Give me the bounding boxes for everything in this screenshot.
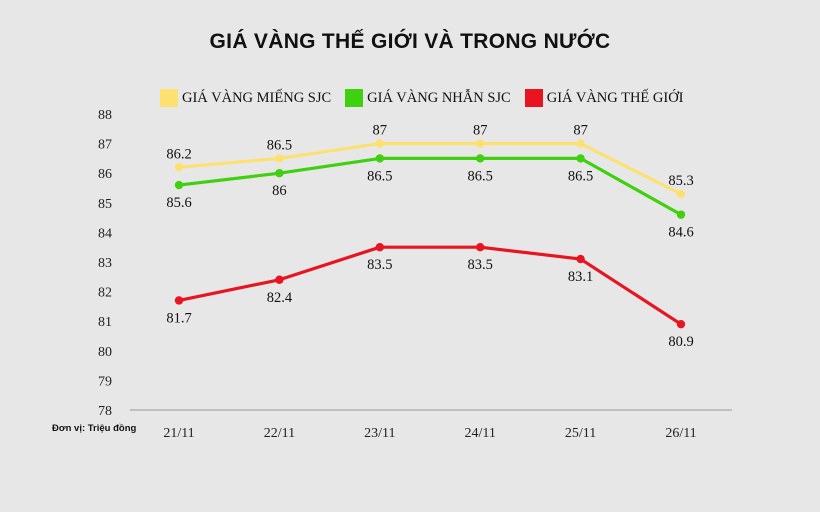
data-point [576,254,585,264]
data-point [174,296,184,305]
unit-note: Đơn vị: Triệu đồng [52,423,137,434]
data-label: 81.7 [166,310,191,326]
legend-label-nhan-sjc: GIÁ VÀNG NHẪN SJC [367,89,511,106]
x-tick-label: 25/11 [565,426,596,441]
series-line [178,245,682,326]
data-point [476,154,485,163]
legend-item-mieng-sjc: GIÁ VÀNG MIẾNG SJC [160,89,331,107]
x-tick-label: 22/11 [264,426,295,441]
chart-legend: GIÁ VÀNG MIẾNG SJC GIÁ VÀNG NHẪN SJC GIÁ… [160,89,698,107]
legend-swatch-the-gioi [524,89,543,107]
x-tick-label: 21/11 [163,426,194,441]
data-point [676,189,686,199]
data-point [275,154,284,163]
y-tick-label: 86 [98,167,112,182]
data-point [174,163,184,172]
series-line [178,142,682,196]
legend-swatch-nhan-sjc [345,89,364,107]
data-point [275,275,284,284]
data-point [676,319,686,329]
legend-label-mieng-sjc: GIÁ VÀNG MIẾNG SJC [182,89,332,106]
data-label: 86.5 [267,137,292,153]
data-label: 84.6 [668,225,693,241]
y-tick-label: 83 [98,256,112,271]
y-tick-label: 82 [98,286,112,301]
legend-swatch-mieng-sjc [160,89,178,107]
data-label: 85.3 [668,173,693,189]
y-tick-label: 85 [98,197,112,212]
data-point [174,180,184,190]
legend-item-nhan-sjc: GIÁ VÀNG NHẪN SJC [345,89,511,107]
data-point [375,154,384,163]
data-label: 86.5 [367,168,392,184]
y-tick-label: 80 [98,345,112,360]
y-tick-label: 84 [98,226,112,241]
data-label: 85.6 [166,195,191,211]
data-point [375,139,384,148]
y-tick-label: 78 [98,404,112,419]
data-label: 83.5 [367,257,392,273]
data-point [275,169,284,178]
y-tick-label: 81 [98,315,112,330]
data-label: 87 [573,123,588,139]
y-tick-label: 87 [98,138,112,153]
data-label: 86.5 [468,168,493,184]
x-tick-label: 26/11 [665,426,696,441]
series-line [178,156,682,217]
legend-label-the-gioi: GIÁ VÀNG THẾ GIỚI [546,89,684,106]
x-tick-label: 23/11 [364,426,395,441]
data-label: 83.5 [468,257,493,273]
data-point [476,139,485,148]
data-label: 80.9 [668,334,693,350]
data-point [375,243,384,252]
legend-item-the-gioi: GIÁ VÀNG THẾ GIỚI [524,89,684,107]
data-label: 87 [473,123,488,139]
data-label: 87 [373,123,388,139]
y-tick-label: 88 [98,108,112,123]
data-point [576,139,585,148]
data-label: 86.2 [166,146,191,162]
data-point [476,243,485,252]
data-label: 86 [272,183,287,199]
data-label: 83.1 [568,269,593,285]
data-point [576,154,585,163]
data-label: 86.5 [568,168,593,184]
data-point [676,210,686,219]
x-tick-label: 24/11 [465,426,496,441]
chart-title: GIÁ VÀNG THẾ GIỚI VÀ TRONG NƯỚC [209,30,611,53]
data-label: 82.4 [267,290,293,306]
y-tick-label: 79 [98,374,112,389]
